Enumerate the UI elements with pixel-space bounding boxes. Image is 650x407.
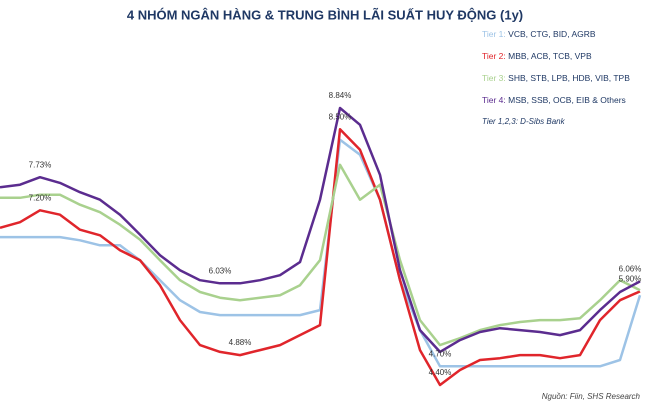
- series-line: [0, 163, 641, 347]
- legend-entry: Tier 4: MSB, SSB, OCB, EIB & Others: [482, 95, 626, 105]
- data-label: 6.03%: [209, 266, 232, 275]
- data-label: 7.20%: [29, 193, 52, 202]
- series-line: [0, 127, 641, 387]
- legend-entry: Tier 1: VCB, CTG, BID, AGRB: [482, 29, 596, 39]
- chart-title: 4 NHÓM NGÂN HÀNG & TRUNG BÌNH LÃI SUẤT H…: [127, 7, 523, 22]
- legend-entry: Tier 2: MBB, ACB, TCB, VPB: [482, 51, 592, 61]
- legend-tier: Tier 3:: [482, 73, 506, 83]
- legend-members: MBB, ACB, TCB, VPB: [508, 51, 592, 61]
- data-label: 4.88%: [229, 338, 252, 347]
- legend-entry: Tier 3: SHB, STB, LPB, HDB, VIB, TPB: [482, 73, 630, 83]
- legend-tier: Tier 4:: [482, 95, 506, 105]
- legend-members: VCB, CTG, BID, AGRB: [508, 29, 596, 39]
- series-line: [0, 138, 642, 368]
- data-label: 4.40%: [429, 368, 452, 377]
- data-label: 4.70%: [429, 349, 452, 358]
- legend-tier: Tier 2:: [482, 51, 506, 61]
- note: Tier 1,2,3: D-Sibs Bank: [482, 117, 566, 126]
- data-label: 7.73%: [29, 160, 52, 169]
- data-label: 8.84%: [329, 91, 352, 100]
- series-line: [0, 106, 641, 354]
- legend-members: MSB, SSB, OCB, EIB & Others: [508, 95, 626, 105]
- source: Nguồn: Fiin, SHS Research: [542, 392, 641, 401]
- data-label: 5.90%: [619, 275, 642, 284]
- data-label: 6.06%: [619, 265, 642, 274]
- legend-tier: Tier 1:: [482, 29, 506, 39]
- data-label: 8.50%: [329, 112, 352, 121]
- legend-members: SHB, STB, LPB, HDB, VIB, TPB: [508, 73, 630, 83]
